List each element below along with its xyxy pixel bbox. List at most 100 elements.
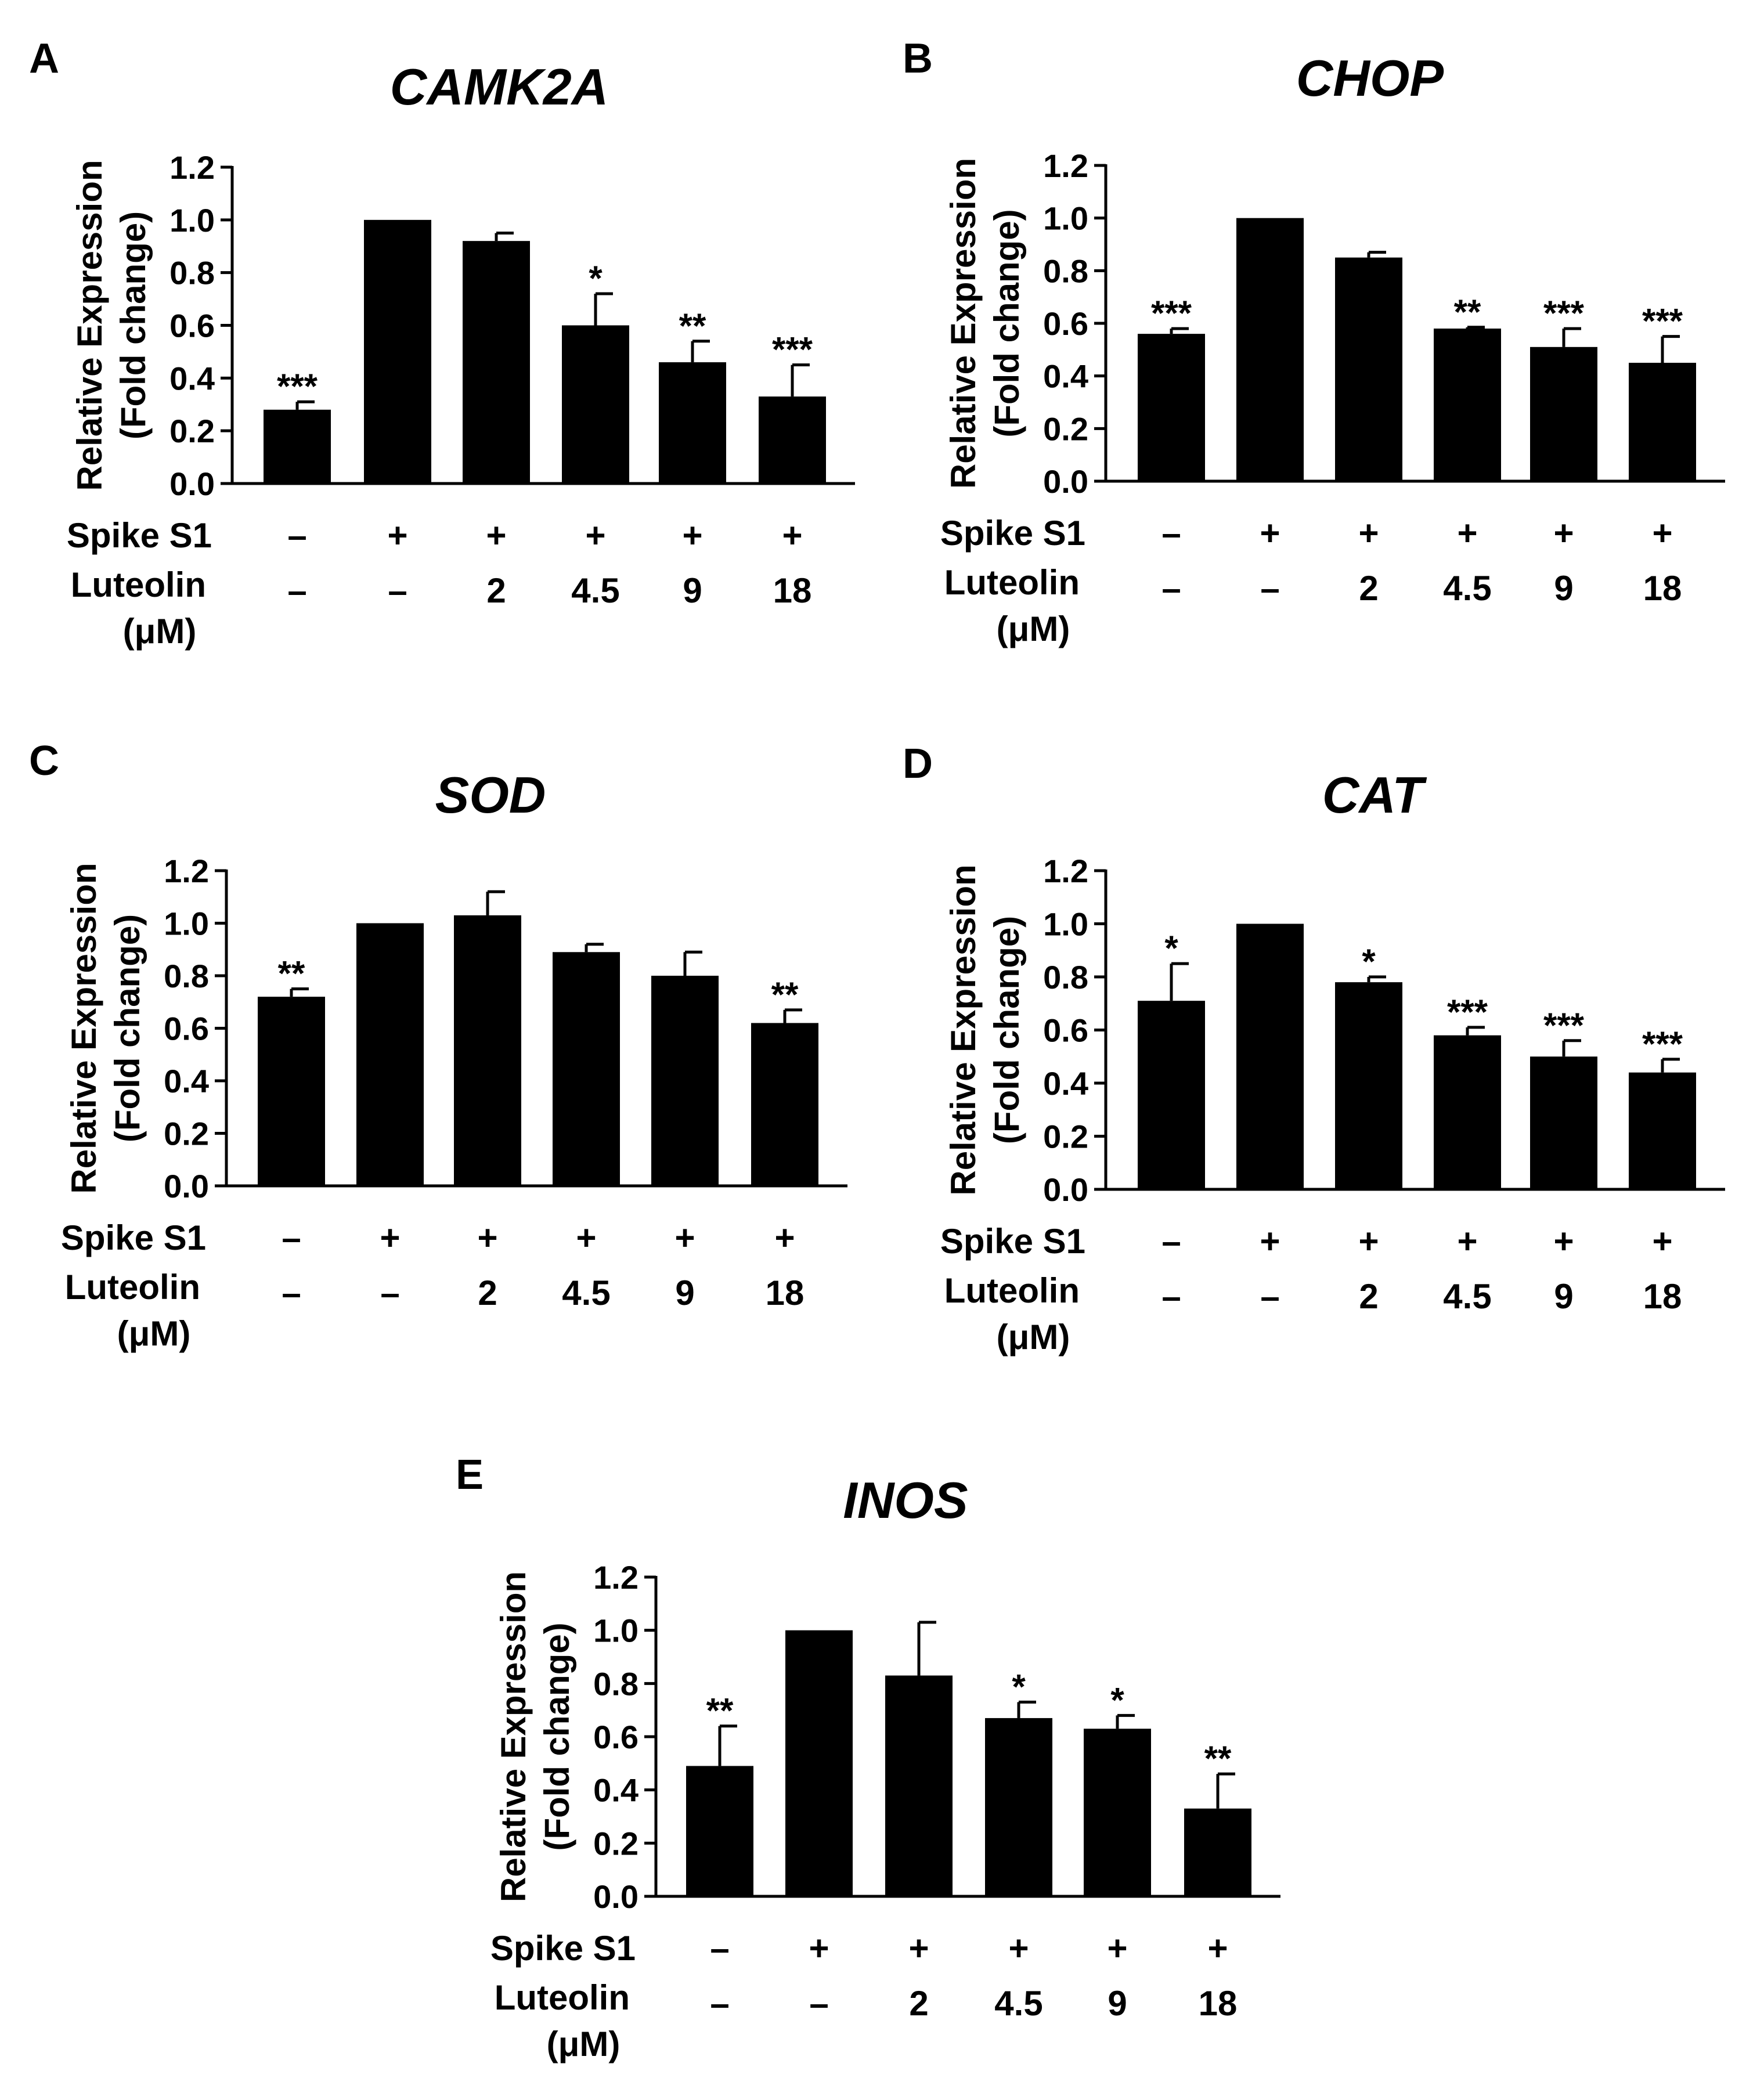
spike-row-value: +: [1008, 1929, 1029, 1968]
bar: [1184, 1808, 1251, 1896]
luteolin-row-value: 4.5: [562, 1274, 610, 1312]
bar: [356, 923, 424, 1186]
y-axis-label-unit: (Fold change): [108, 914, 147, 1142]
significance-mark: ***: [772, 330, 813, 369]
y-tick-label: 1.0: [169, 202, 215, 239]
spike-row-value: +: [682, 516, 702, 555]
significance-mark: **: [771, 975, 799, 1014]
y-tick-label: 0.2: [169, 413, 215, 449]
bar: [454, 915, 521, 1186]
chart-title: CAMK2A: [390, 58, 608, 116]
spike-row-value: +: [477, 1218, 497, 1257]
y-tick-label: 0.4: [164, 1063, 209, 1099]
significance-mark: ***: [1543, 1006, 1585, 1045]
bar: [759, 396, 826, 484]
bar: [659, 362, 726, 484]
bar: [1335, 982, 1402, 1189]
luteolin-row-value: 4.5: [1443, 569, 1491, 608]
luteolin-row-value: –: [1260, 569, 1279, 608]
bar: [1138, 334, 1205, 481]
y-tick-label: 1.0: [1043, 200, 1088, 237]
chart-title: CAT: [1322, 766, 1427, 824]
y-axis-label-unit: (Fold change): [987, 209, 1026, 437]
significance-mark: *: [1012, 1667, 1026, 1706]
chart-title: INOS: [843, 1471, 968, 1529]
y-tick-label: 0.2: [1043, 1119, 1088, 1155]
spike-row-value: +: [380, 1218, 400, 1257]
bar: [651, 976, 719, 1186]
panel-b: B CHOP Relative Expression (Fold change) 0.0…: [903, 35, 1725, 648]
spike-row-value: +: [674, 1218, 695, 1257]
spike-row-value: –: [1161, 514, 1181, 553]
y-tick-label: 1.2: [1043, 853, 1088, 889]
luteolin-row-label: Luteolin: [71, 565, 206, 604]
bar: [1530, 1056, 1597, 1189]
spike-row-value: +: [1652, 1222, 1672, 1261]
spike-row-label: Spike S1: [61, 1218, 206, 1257]
significance-mark: **: [1454, 293, 1481, 331]
luteolin-row-value: 18: [766, 1274, 805, 1312]
significance-mark: **: [706, 1691, 734, 1730]
y-tick-label: 0.2: [1043, 410, 1088, 447]
luteolin-row-label: Luteolin: [944, 1271, 1080, 1310]
spike-row-value: +: [809, 1929, 829, 1968]
bar: [885, 1675, 953, 1896]
y-tick-label: 0.6: [1043, 1012, 1088, 1049]
luteolin-row-value: –: [1161, 1277, 1181, 1316]
luteolin-row-value: 18: [1199, 1984, 1238, 2023]
spike-row-value: –: [710, 1929, 729, 1968]
spike-row-value: +: [1260, 514, 1280, 553]
y-tick-label: 0.4: [1043, 1065, 1088, 1102]
luteolin-row-value: 4.5: [994, 1984, 1042, 2023]
luteolin-unit-label: (μM): [117, 1314, 191, 1353]
luteolin-row-value: 4.5: [1443, 1277, 1491, 1316]
luteolin-row-value: 2: [1359, 1277, 1378, 1316]
spike-row-value: +: [782, 516, 802, 555]
luteolin-row-value: 2: [909, 1984, 928, 2023]
significance-mark: ***: [1642, 1024, 1683, 1063]
y-tick-label: 0.6: [164, 1011, 209, 1047]
panel-label: C: [29, 738, 59, 784]
y-tick-label: 0.0: [164, 1168, 209, 1204]
luteolin-row-value: 9: [1554, 569, 1573, 608]
luteolin-row-value: –: [1161, 569, 1181, 608]
y-axis-label-unit: (Fold change): [538, 1622, 576, 1850]
spike-row-label: Spike S1: [67, 516, 212, 555]
y-tick-label: 0.2: [593, 1825, 638, 1861]
bar: [985, 1718, 1052, 1896]
bar: [1434, 329, 1501, 481]
spike-row-label: Spike S1: [940, 514, 1085, 553]
bar: [258, 997, 325, 1186]
luteolin-row-value: 2: [478, 1274, 497, 1312]
significance-mark: **: [679, 306, 706, 345]
spike-row-value: +: [1457, 514, 1477, 553]
y-tick-label: 0.4: [593, 1772, 638, 1809]
significance-mark: ***: [1642, 302, 1683, 341]
spike-row-label: Spike S1: [940, 1222, 1085, 1261]
significance-mark: *: [1110, 1680, 1124, 1719]
y-tick-label: 0.8: [169, 255, 215, 291]
bar: [1236, 923, 1304, 1189]
spike-row-value: –: [1161, 1222, 1181, 1261]
spike-row-value: –: [287, 516, 306, 555]
bar: [1629, 1072, 1696, 1189]
y-axis-label: Relative Expression: [70, 160, 109, 490]
y-tick-label: 0.8: [1043, 252, 1088, 289]
spike-row-value: +: [576, 1218, 596, 1257]
bar: [1629, 363, 1696, 481]
spike-row-value: +: [1358, 514, 1379, 553]
y-tick-label: 1.0: [1043, 906, 1088, 943]
luteolin-row-value: 18: [1643, 569, 1682, 608]
y-tick-label: 1.2: [164, 853, 209, 889]
panel-c: C SOD Relative Expression (Fold change) 0.0 0…: [29, 738, 847, 1353]
y-tick-label: 1.2: [593, 1559, 638, 1596]
luteolin-row-label: Luteolin: [65, 1268, 200, 1307]
spike-row-value: +: [1652, 514, 1672, 553]
luteolin-row-value: 9: [1554, 1277, 1573, 1316]
y-tick-label: 0.0: [1043, 1171, 1088, 1208]
luteolin-row-value: –: [380, 1274, 399, 1312]
y-tick-label: 0.0: [1043, 463, 1088, 500]
bar: [1138, 1001, 1205, 1189]
luteolin-row-value: 18: [773, 571, 812, 610]
